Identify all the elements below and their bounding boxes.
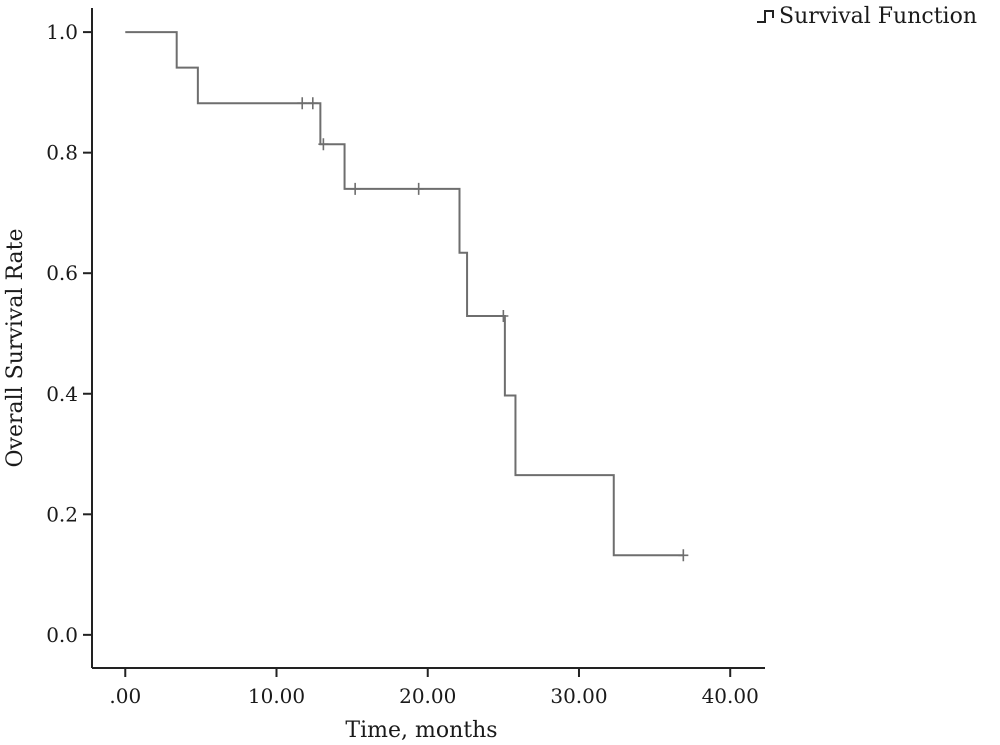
x-tick-label: 40.00	[702, 684, 759, 708]
axes: 0.0 0.2 0.4 0.6 0.8 1.0 .00 10.00 20.00 30.00 40.0…	[3, 8, 765, 743]
censor-mark	[498, 310, 509, 322]
legend-step-icon	[757, 10, 774, 23]
censor-mark	[297, 97, 308, 110]
y-tick-label: 0.0	[46, 623, 78, 647]
censor-mark	[678, 549, 689, 562]
y-tick-label: 0.6	[46, 261, 78, 285]
y-tick-label: 0.8	[46, 141, 78, 165]
y-tick-label: 0.2	[46, 502, 78, 526]
censor-mark	[350, 182, 361, 195]
x-tick-label: 10.00	[248, 684, 305, 708]
legend-label: Survival Function	[779, 4, 977, 29]
x-tick-label: 30.00	[550, 684, 607, 708]
legend: Survival Function	[757, 4, 977, 29]
x-tick-label: .00	[109, 684, 141, 708]
x-tick-label: 20.00	[399, 684, 456, 708]
y-tick-label: 1.0	[46, 20, 78, 44]
y-axis-title: Overall Survival Rate	[3, 228, 28, 467]
censor-mark	[413, 182, 424, 195]
x-axis-title: Time, months	[345, 718, 497, 743]
survival-curve	[125, 31, 684, 557]
plot-area	[125, 31, 689, 562]
censor-mark	[318, 138, 329, 151]
y-tick-label: 0.4	[46, 382, 78, 406]
censor-mark	[307, 97, 318, 110]
